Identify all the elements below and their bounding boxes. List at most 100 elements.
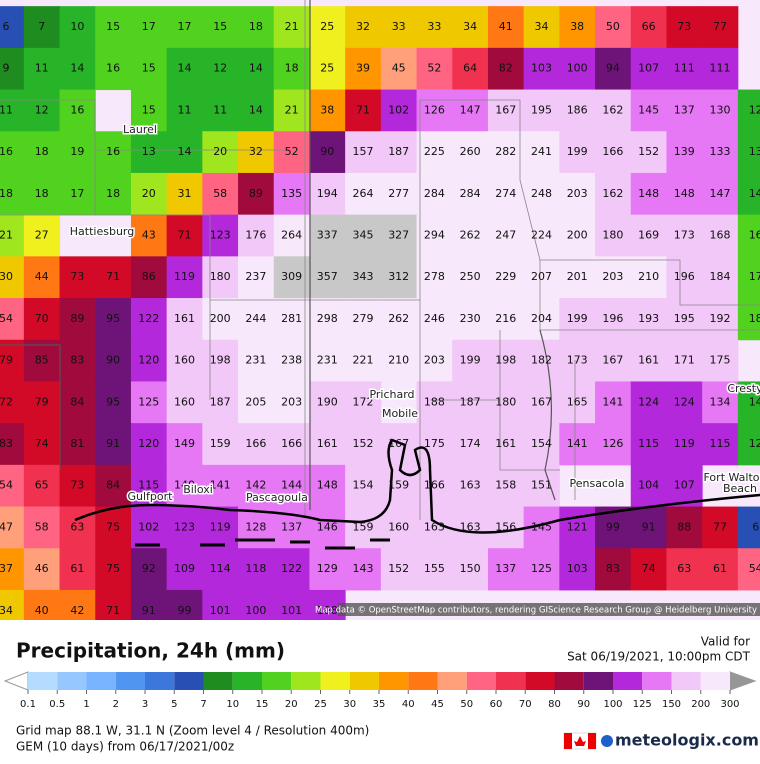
grid-value: 6 — [3, 20, 10, 33]
grid-cell — [452, 381, 489, 424]
grid-value: 166 — [245, 437, 266, 450]
grid-value: 14 — [749, 395, 760, 408]
grid-cell — [595, 256, 632, 299]
grid-cell — [380, 423, 418, 466]
grid-value: 168 — [710, 229, 731, 242]
grid-cell — [523, 423, 560, 466]
place-label: Fort Walton — [704, 471, 760, 484]
grid-cell — [702, 381, 739, 424]
grid-cell — [166, 506, 203, 549]
grid-value: 17 — [178, 20, 192, 33]
grid-value: 115 — [138, 479, 159, 492]
grid-value: 122 — [138, 312, 159, 325]
grid-cell — [416, 381, 453, 424]
grid-value: 95 — [106, 395, 120, 408]
grid-cell — [166, 298, 203, 341]
grid-value: 231 — [245, 354, 266, 367]
brand[interactable]: meteologix.com — [615, 731, 759, 750]
grid-cell — [0, 89, 25, 132]
grid-value: 18 — [106, 187, 120, 200]
grid-value: 13 — [142, 145, 156, 158]
grid-value: 25 — [320, 62, 334, 75]
legend-swatch — [349, 672, 379, 690]
grid-value: 14 — [749, 187, 760, 200]
grid-cell — [487, 89, 525, 132]
legend-label: 15 — [256, 699, 269, 710]
grid-cell — [595, 339, 632, 382]
legend-swatch — [174, 672, 204, 690]
grid-value: 15 — [142, 62, 156, 75]
canada-flag — [563, 732, 597, 750]
grid-value: 199 — [460, 354, 481, 367]
legend-swatch — [203, 672, 233, 690]
grid-cell — [416, 298, 453, 341]
grid-cell — [238, 214, 275, 257]
grid-cell — [523, 339, 560, 382]
grid-cell — [166, 423, 203, 466]
grid-value: 187 — [210, 395, 231, 408]
grid-value: 54 — [0, 312, 13, 325]
grid-cell — [0, 464, 25, 508]
grid-value: 281 — [281, 312, 302, 325]
grid-cell — [345, 506, 382, 549]
grid-cell — [630, 131, 667, 174]
grid-cell — [416, 423, 453, 466]
grid-cell — [702, 131, 739, 174]
grid-value: 173 — [567, 354, 588, 367]
grid-value: 246 — [424, 312, 445, 325]
grid-value: 71 — [178, 229, 192, 242]
legend-label: 25 — [314, 699, 327, 710]
place-label: Pascagoula — [246, 491, 308, 504]
grid-cell — [202, 131, 239, 174]
grid-cell — [238, 131, 275, 174]
grid-cell — [202, 256, 239, 299]
grid-cell — [523, 47, 560, 91]
grid-cell — [487, 131, 525, 174]
grid-cell — [273, 214, 310, 257]
grid-cell — [380, 506, 418, 549]
grid-cell — [309, 381, 346, 424]
grid-cell — [238, 423, 275, 466]
grid-cell — [523, 6, 560, 49]
grid-value: 278 — [424, 270, 445, 283]
grid-value: 86 — [142, 270, 156, 283]
grid-cell — [166, 47, 203, 91]
grid-value: 25 — [320, 20, 334, 33]
grid-cell — [666, 214, 703, 257]
grid-cell — [345, 548, 382, 591]
grid-value: 16 — [0, 145, 13, 158]
grid-value: 12 — [749, 437, 760, 450]
grid-value: 11 — [213, 103, 227, 116]
grid-cell — [345, 6, 382, 49]
grid-cell — [559, 47, 596, 91]
grid-cell — [238, 339, 275, 382]
grid-cell — [309, 131, 346, 174]
grid-cell — [559, 89, 596, 132]
grid-value: 180 — [602, 229, 623, 242]
grid-cell — [523, 548, 560, 591]
grid-value: 32 — [356, 20, 370, 33]
grid-cell — [23, 47, 61, 91]
grid-cell — [273, 6, 310, 49]
grid-value: 167 — [531, 395, 552, 408]
grid-value: 203 — [424, 354, 445, 367]
grid-cell — [95, 506, 132, 549]
grid-cell — [95, 256, 132, 299]
grid-value: 200 — [567, 229, 588, 242]
grid-value: 163 — [460, 479, 481, 492]
grid-cell — [702, 339, 739, 382]
grid-cell — [202, 47, 239, 91]
grid-cell — [309, 506, 346, 549]
grid-value: 133 — [710, 145, 731, 158]
grid-cell — [23, 6, 61, 49]
grid-cell — [630, 214, 667, 257]
grid-cell — [559, 548, 596, 591]
grid-value: 103 — [567, 562, 588, 575]
grid-cell — [452, 47, 489, 91]
grid-cell — [273, 339, 310, 382]
grid-value: 327 — [388, 229, 409, 242]
grid-cell — [702, 256, 739, 299]
legend-label: 60 — [490, 699, 503, 710]
grid-value: 162 — [602, 187, 623, 200]
grid-cell — [345, 172, 382, 216]
